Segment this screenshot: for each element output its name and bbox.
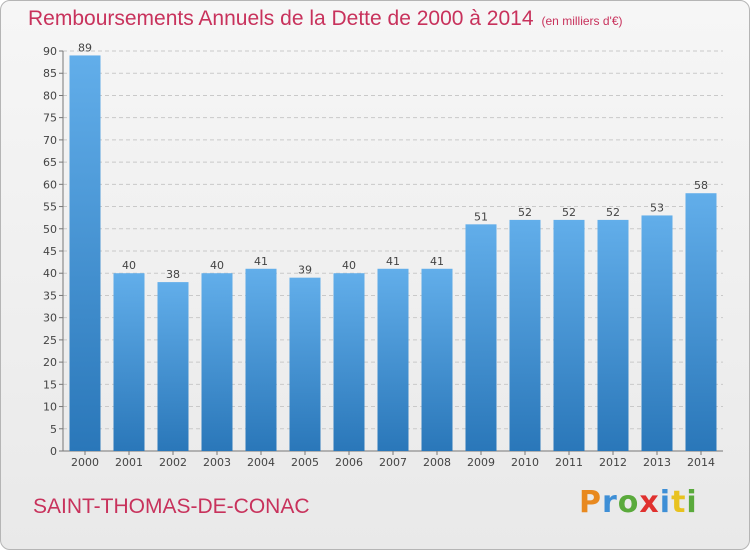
logo-letter: x	[639, 485, 660, 520]
data-label: 52	[562, 206, 576, 219]
data-label: 89	[78, 41, 92, 54]
y-tick-label: 0	[50, 445, 57, 458]
data-label: 40	[122, 259, 136, 272]
x-tick-label: 2001	[115, 456, 143, 469]
data-label: 41	[430, 255, 444, 268]
logo-letter: P	[579, 485, 602, 520]
bar	[69, 55, 101, 451]
x-tick-label: 2007	[379, 456, 407, 469]
bar	[377, 268, 409, 451]
bar	[597, 219, 629, 451]
y-tick-label: 85	[43, 67, 57, 80]
y-tick-label: 15	[43, 378, 57, 391]
logo-letter: r	[602, 485, 618, 520]
x-tick-label: 2004	[247, 456, 275, 469]
data-label: 51	[474, 210, 488, 223]
y-tick-label: 20	[43, 356, 57, 369]
chart-title: Remboursements Annuels de la Dette de 20…	[28, 7, 623, 31]
bar	[333, 273, 365, 451]
y-tick-label: 40	[43, 267, 57, 280]
bar	[421, 268, 453, 451]
x-tick-label: 2012	[599, 456, 627, 469]
bar	[553, 219, 585, 451]
x-tick-label: 2002	[159, 456, 187, 469]
data-label: 39	[298, 264, 312, 277]
y-tick-label: 30	[43, 312, 57, 325]
x-tick-label: 2013	[643, 456, 671, 469]
data-label: 40	[342, 259, 356, 272]
y-tick-label: 35	[43, 289, 57, 302]
bar	[245, 268, 277, 451]
logo-letter: i	[659, 485, 672, 520]
y-tick-label: 25	[43, 334, 57, 347]
bar	[465, 224, 497, 451]
data-label: 41	[254, 255, 268, 268]
logo-letter: t	[671, 485, 687, 520]
data-label: 58	[694, 179, 708, 192]
proxiti-logo: Proxiti	[579, 485, 698, 520]
y-tick-label: 75	[43, 112, 57, 125]
y-tick-label: 50	[43, 223, 57, 236]
bar	[113, 273, 145, 451]
data-label: 52	[518, 206, 532, 219]
city-name: SAINT-THOMAS-DE-CONAC	[33, 495, 310, 518]
x-tick-label: 2005	[291, 456, 319, 469]
x-tick-label: 2006	[335, 456, 363, 469]
y-tick-label: 80	[43, 89, 57, 102]
bar	[157, 282, 189, 451]
x-tick-label: 2003	[203, 456, 231, 469]
x-tick-label: 2009	[467, 456, 495, 469]
data-label: 53	[650, 201, 664, 214]
data-label: 52	[606, 206, 620, 219]
data-label: 41	[386, 255, 400, 268]
x-tick-label: 2011	[555, 456, 583, 469]
y-tick-label: 55	[43, 201, 57, 214]
bar	[641, 215, 673, 451]
bar	[685, 193, 717, 451]
y-tick-label: 45	[43, 245, 57, 258]
x-tick-label: 2014	[687, 456, 715, 469]
data-label: 38	[166, 268, 180, 281]
chart-title-text: Remboursements Annuels de la Dette de 20…	[28, 7, 534, 30]
y-tick-label: 65	[43, 156, 57, 169]
chart-subtitle: (en milliers d'€)	[541, 14, 623, 28]
x-tick-label: 2000	[71, 456, 99, 469]
y-tick-label: 10	[43, 401, 57, 414]
x-tick-label: 2008	[423, 456, 451, 469]
y-tick-label: 70	[43, 134, 57, 147]
data-label: 40	[210, 259, 224, 272]
logo-letter: i	[686, 485, 698, 520]
y-tick-label: 5	[50, 423, 57, 436]
y-tick-label: 60	[43, 178, 57, 191]
y-tick-label: 90	[43, 45, 57, 58]
bar	[201, 273, 233, 451]
x-tick-label: 2010	[511, 456, 539, 469]
logo-letter: o	[617, 485, 640, 520]
bar	[509, 219, 541, 451]
bar	[289, 277, 321, 451]
